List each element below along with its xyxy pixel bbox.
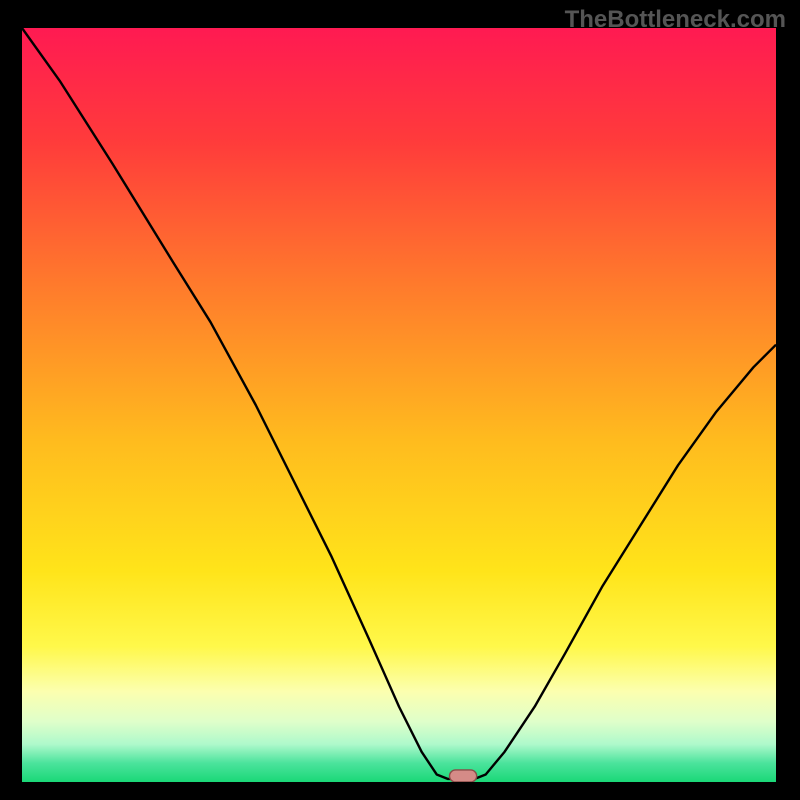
chart-background-gradient	[22, 28, 776, 782]
bottleneck-chart-svg	[22, 28, 776, 782]
chart-plot-area	[22, 28, 776, 782]
watermark-text: TheBottleneck.com	[565, 6, 786, 34]
optimal-point-marker	[450, 770, 477, 782]
